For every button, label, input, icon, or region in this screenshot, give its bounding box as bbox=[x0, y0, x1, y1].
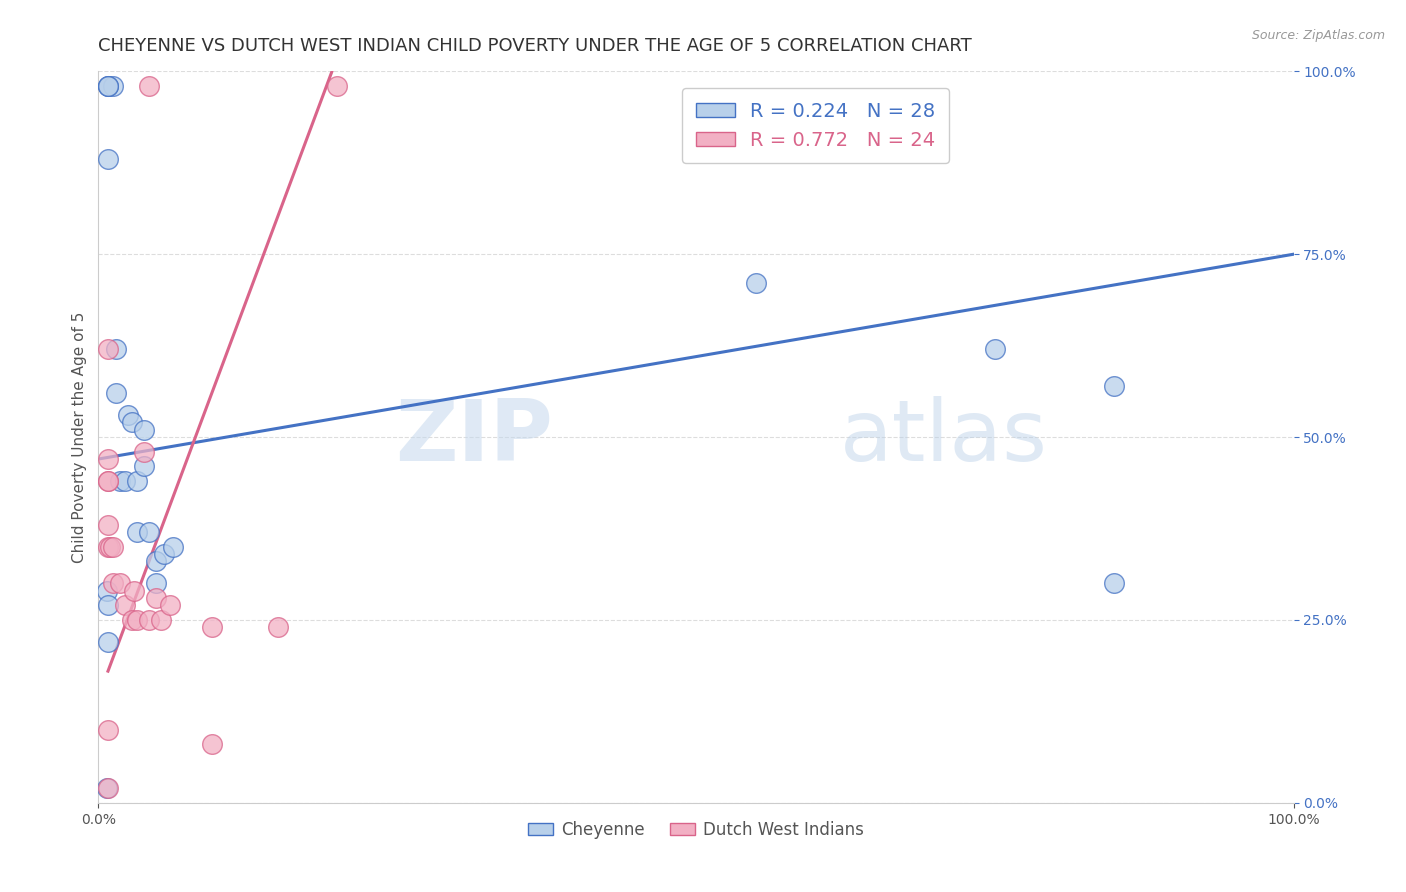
Point bbox=[125, 613, 148, 627]
Point bbox=[108, 576, 131, 591]
Point bbox=[97, 78, 120, 93]
Point bbox=[162, 540, 184, 554]
Point bbox=[97, 599, 120, 613]
Point bbox=[121, 416, 143, 430]
Point bbox=[201, 737, 224, 751]
Point bbox=[97, 78, 120, 93]
Point bbox=[132, 444, 155, 458]
Point bbox=[201, 620, 224, 634]
Legend: Cheyenne, Dutch West Indians: Cheyenne, Dutch West Indians bbox=[522, 814, 870, 846]
Point bbox=[97, 452, 120, 467]
Point bbox=[105, 386, 128, 401]
Point bbox=[97, 540, 120, 554]
Point bbox=[145, 591, 167, 605]
Point bbox=[105, 343, 128, 357]
Point bbox=[1104, 576, 1126, 591]
Point bbox=[153, 547, 176, 561]
Point bbox=[97, 517, 120, 532]
Point bbox=[97, 78, 120, 93]
Point bbox=[145, 576, 167, 591]
Point bbox=[101, 78, 124, 93]
Text: CHEYENNE VS DUTCH WEST INDIAN CHILD POVERTY UNDER THE AGE OF 5 CORRELATION CHART: CHEYENNE VS DUTCH WEST INDIAN CHILD POVE… bbox=[98, 37, 972, 54]
Point bbox=[97, 474, 120, 488]
Text: Source: ZipAtlas.com: Source: ZipAtlas.com bbox=[1251, 29, 1385, 42]
Point bbox=[96, 781, 118, 796]
Point bbox=[97, 474, 120, 488]
Point bbox=[326, 78, 349, 93]
Point bbox=[98, 540, 122, 554]
Point bbox=[984, 343, 1007, 357]
Point bbox=[125, 474, 148, 488]
Point bbox=[138, 613, 160, 627]
Point bbox=[138, 525, 160, 540]
Point bbox=[97, 343, 120, 357]
Y-axis label: Child Poverty Under the Age of 5: Child Poverty Under the Age of 5 bbox=[72, 311, 87, 563]
Point bbox=[117, 408, 139, 422]
Text: atlas: atlas bbox=[839, 395, 1047, 479]
Point bbox=[101, 576, 124, 591]
Point bbox=[108, 474, 131, 488]
Point bbox=[121, 613, 143, 627]
Point bbox=[125, 525, 148, 540]
Point bbox=[132, 423, 155, 437]
Point bbox=[145, 554, 167, 568]
Text: ZIP: ZIP bbox=[395, 395, 553, 479]
Point bbox=[149, 613, 172, 627]
Point bbox=[97, 723, 120, 737]
Point bbox=[138, 78, 160, 93]
Point bbox=[124, 583, 146, 598]
Point bbox=[97, 635, 120, 649]
Point bbox=[132, 459, 155, 474]
Point bbox=[114, 474, 136, 488]
Point bbox=[114, 599, 136, 613]
Point bbox=[101, 540, 124, 554]
Point bbox=[267, 620, 290, 634]
Point bbox=[97, 781, 120, 796]
Point bbox=[96, 583, 118, 598]
Point bbox=[97, 152, 120, 166]
Point bbox=[1104, 379, 1126, 393]
Point bbox=[745, 277, 768, 291]
Point bbox=[159, 599, 181, 613]
